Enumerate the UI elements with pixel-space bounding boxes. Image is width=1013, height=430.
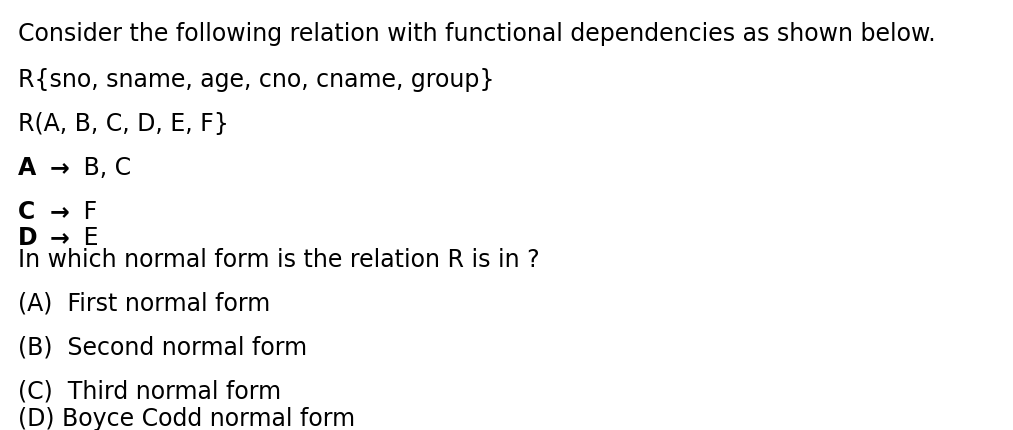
Text: R{sno, sname, age, cno, cname, group}: R{sno, sname, age, cno, cname, group}: [18, 68, 494, 92]
Text: (B)  Second normal form: (B) Second normal form: [18, 336, 307, 360]
Text: D: D: [18, 226, 37, 250]
Text: Consider the following relation with functional dependencies as shown below.: Consider the following relation with fun…: [18, 22, 936, 46]
Text: →: →: [50, 226, 70, 250]
Text: C: C: [18, 200, 35, 224]
Text: (D) Boyce Codd normal form: (D) Boyce Codd normal form: [18, 407, 356, 430]
Text: F: F: [76, 200, 97, 224]
Text: B, C: B, C: [76, 156, 131, 180]
Text: (C)  Third normal form: (C) Third normal form: [18, 380, 282, 404]
Text: R(A, B, C, D, E, F}: R(A, B, C, D, E, F}: [18, 112, 229, 136]
Text: A: A: [18, 156, 36, 180]
Text: →: →: [50, 156, 70, 180]
Text: (A)  First normal form: (A) First normal form: [18, 292, 270, 316]
Text: In which normal form is the relation R is in ?: In which normal form is the relation R i…: [18, 248, 540, 272]
Text: E: E: [76, 226, 98, 250]
Text: →: →: [50, 200, 70, 224]
